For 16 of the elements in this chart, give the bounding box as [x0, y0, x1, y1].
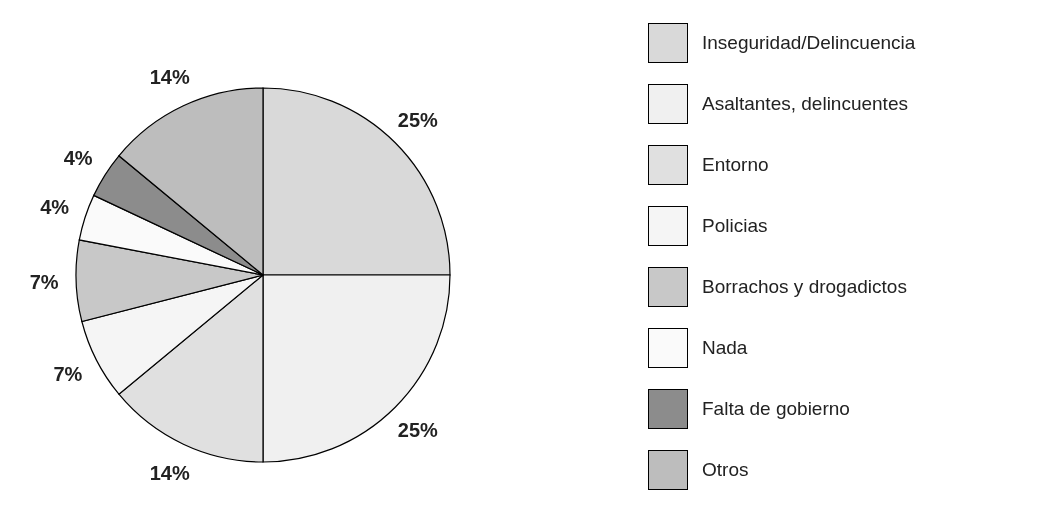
data-label: 4%	[63, 146, 93, 169]
legend-label: Borrachos y drogadictos	[702, 275, 907, 298]
legend-label: Falta de gobierno	[702, 397, 850, 420]
data-label: 4%	[40, 196, 70, 219]
data-label: 14%	[149, 462, 190, 485]
legend-label: Inseguridad/Delincuencia	[702, 31, 916, 54]
legend-label: Policias	[702, 214, 768, 237]
data-label: 7%	[29, 270, 59, 293]
data-label: 7%	[53, 363, 83, 386]
data-label: 25%	[397, 418, 439, 441]
legend-label: Otros	[702, 458, 749, 481]
data-label: 25%	[397, 109, 439, 132]
legend-label: Nada	[702, 336, 748, 359]
legend-label: Asaltantes, delincuentes	[702, 92, 908, 115]
data-label: 14%	[149, 65, 190, 88]
legend-label: Entorno	[702, 153, 769, 176]
